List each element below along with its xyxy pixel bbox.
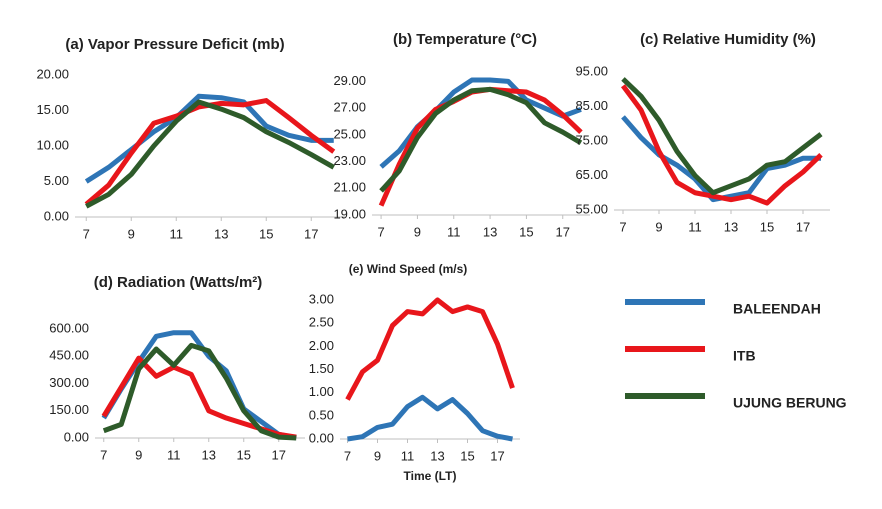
x-tick-label: 11 bbox=[447, 224, 461, 239]
y-tick-label: 25.00 bbox=[333, 126, 366, 141]
x-tick-label: 11 bbox=[170, 226, 184, 241]
y-tick-label: 23.00 bbox=[333, 153, 366, 168]
x-tick-label: 7 bbox=[100, 447, 107, 462]
x-tick-label: 13 bbox=[202, 447, 216, 462]
x-tick-label: 17 bbox=[304, 226, 318, 241]
x-axis-label: Time (LT) bbox=[404, 469, 457, 483]
series-line bbox=[84, 98, 336, 207]
x-tick-label: 17 bbox=[796, 219, 810, 234]
y-tick-label: 95.00 bbox=[575, 63, 608, 78]
y-tick-label: 5.00 bbox=[44, 173, 69, 188]
chart-title: (b) Temperature (°C) bbox=[393, 31, 537, 48]
y-tick-label: 20.00 bbox=[36, 66, 69, 81]
y-tick-label: 600.00 bbox=[49, 321, 89, 336]
series-line bbox=[347, 394, 513, 442]
y-tick-label: 2.50 bbox=[309, 315, 334, 330]
x-tick-label: 13 bbox=[430, 448, 444, 463]
y-tick-label: 29.00 bbox=[333, 73, 366, 88]
x-tick-label: 9 bbox=[414, 224, 421, 239]
y-tick-label: 19.00 bbox=[333, 206, 366, 221]
chart-title: (e) Wind Speed (m/s) bbox=[349, 262, 468, 276]
chart-title: (a) Vapor Pressure Deficit (mb) bbox=[65, 36, 284, 53]
x-tick-label: 11 bbox=[401, 448, 415, 463]
x-tick-label: 15 bbox=[237, 447, 251, 462]
y-tick-label: 0.50 bbox=[309, 407, 334, 422]
y-tick-label: 300.00 bbox=[49, 375, 89, 390]
y-tick-label: 75.00 bbox=[575, 132, 608, 147]
series-line bbox=[620, 84, 823, 206]
x-tick-label: 11 bbox=[167, 447, 181, 462]
chart-title: (d) Radiation (Watts/m²) bbox=[94, 274, 263, 291]
x-tick-label: 9 bbox=[374, 448, 381, 463]
x-tick-label: 7 bbox=[344, 448, 351, 463]
x-tick-label: 7 bbox=[377, 224, 384, 239]
series-line bbox=[379, 86, 583, 193]
series-line bbox=[102, 342, 297, 441]
series-line bbox=[85, 99, 335, 209]
x-tick-label: 9 bbox=[128, 226, 135, 241]
x-tick-label: 7 bbox=[619, 219, 626, 234]
x-tick-label: 17 bbox=[556, 224, 570, 239]
series-line bbox=[345, 297, 515, 401]
x-tick-label: 13 bbox=[724, 219, 738, 234]
x-tick-label: 13 bbox=[483, 224, 497, 239]
x-tick-label: 17 bbox=[272, 447, 286, 462]
y-tick-label: 1.50 bbox=[309, 361, 334, 376]
y-tick-label: 150.00 bbox=[49, 402, 89, 417]
x-tick-label: 11 bbox=[688, 219, 702, 234]
y-tick-label: 2.00 bbox=[309, 338, 334, 353]
y-tick-label: 85.00 bbox=[575, 98, 608, 113]
legend-label: UJUNG BERUNG bbox=[733, 395, 847, 411]
y-tick-label: 1.00 bbox=[309, 384, 334, 399]
y-tick-label: 27.00 bbox=[333, 100, 366, 115]
y-tick-label: 21.00 bbox=[333, 180, 366, 195]
y-tick-label: 3.00 bbox=[309, 291, 334, 306]
y-tick-label: 0.00 bbox=[44, 208, 69, 223]
x-tick-label: 15 bbox=[259, 226, 273, 241]
legend-label: BALEENDAH bbox=[733, 301, 821, 317]
x-tick-label: 13 bbox=[214, 226, 228, 241]
x-tick-label: 9 bbox=[135, 447, 142, 462]
x-tick-label: 7 bbox=[83, 226, 90, 241]
legend-label: ITB bbox=[733, 348, 756, 364]
x-tick-label: 17 bbox=[490, 448, 504, 463]
y-tick-label: 0.00 bbox=[309, 430, 334, 445]
x-tick-label: 15 bbox=[460, 448, 474, 463]
x-tick-label: 9 bbox=[655, 219, 662, 234]
y-tick-label: 15.00 bbox=[36, 102, 69, 117]
y-tick-label: 55.00 bbox=[575, 201, 608, 216]
series-line bbox=[621, 77, 823, 196]
y-tick-label: 0.00 bbox=[64, 429, 89, 444]
y-tick-label: 450.00 bbox=[49, 348, 89, 363]
y-tick-label: 10.00 bbox=[36, 137, 69, 152]
series-line bbox=[84, 93, 334, 184]
x-tick-label: 15 bbox=[519, 224, 533, 239]
x-tick-label: 15 bbox=[760, 219, 774, 234]
chart-title: (c) Relative Humidity (%) bbox=[640, 31, 816, 48]
y-tick-label: 65.00 bbox=[575, 167, 608, 182]
